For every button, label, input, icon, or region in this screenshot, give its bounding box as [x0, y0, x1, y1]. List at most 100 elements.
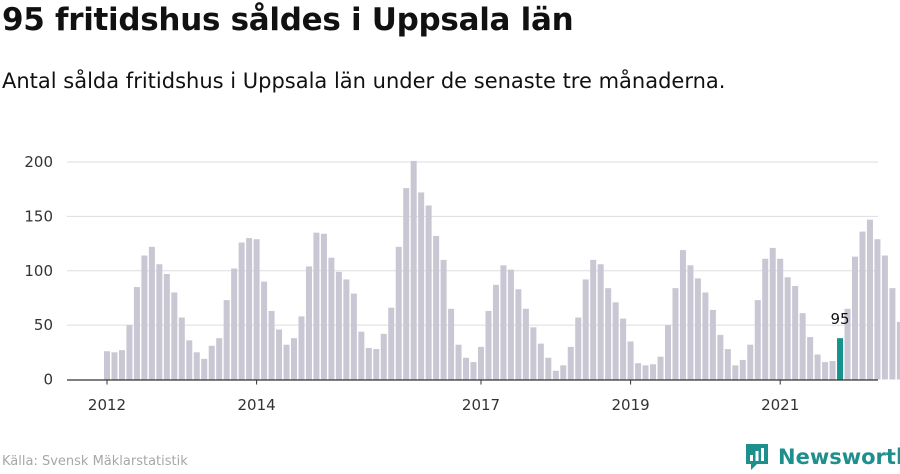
- bar: [186, 340, 193, 380]
- bar: [665, 325, 671, 380]
- brand-name: Newsworthy: [778, 445, 900, 469]
- bar-chart: 0 50 100 150 200 2012 2014 2017 2019 2021 95: [24, 153, 900, 414]
- bar: [141, 255, 148, 380]
- data-label: 95: [830, 310, 849, 328]
- bar: [126, 325, 133, 380]
- bar: [231, 268, 238, 380]
- bar: [724, 349, 731, 380]
- bar: [754, 300, 761, 380]
- bar: [238, 242, 245, 380]
- bar: [814, 354, 821, 380]
- bar: [178, 317, 185, 380]
- bar: [463, 357, 470, 380]
- bar: [799, 313, 806, 380]
- bar: [866, 219, 873, 380]
- bar: [448, 308, 455, 380]
- bar: [253, 239, 260, 380]
- bar: [358, 331, 365, 380]
- bar: [717, 334, 724, 380]
- bar: [320, 233, 327, 380]
- x-axis-ticks: 2012 2014 2017 2019 2021: [88, 379, 799, 414]
- bar: [283, 344, 290, 380]
- bar: [672, 288, 679, 380]
- bar: [246, 238, 253, 380]
- bar: [852, 256, 858, 380]
- bar: [492, 284, 499, 380]
- bar: [305, 266, 312, 380]
- bar: [762, 258, 769, 380]
- bar-highlight: [837, 338, 844, 380]
- bar: [679, 250, 686, 380]
- bar: [859, 231, 866, 380]
- bar: [148, 246, 155, 380]
- bar: [133, 287, 140, 380]
- bar: [687, 265, 694, 380]
- bar: [118, 350, 125, 380]
- bar: [193, 352, 200, 380]
- bar: [111, 352, 118, 380]
- bar: [784, 277, 791, 380]
- bar: [291, 338, 297, 380]
- bar: [388, 307, 395, 380]
- bar: [470, 362, 477, 380]
- bar: [822, 362, 829, 380]
- bar: [537, 343, 544, 380]
- data-labels: 95: [830, 310, 849, 328]
- bar: [829, 361, 836, 380]
- bar: [216, 338, 223, 380]
- bars: [104, 160, 900, 380]
- bar: [335, 271, 342, 380]
- bar: [545, 357, 552, 380]
- bar: [440, 259, 447, 380]
- bar: [425, 205, 432, 380]
- bar: [650, 364, 657, 380]
- bar: [350, 293, 357, 380]
- bar: [792, 285, 799, 380]
- bar: [500, 265, 507, 380]
- bar: [620, 318, 627, 380]
- bar: [515, 289, 522, 380]
- bar: [163, 274, 170, 380]
- bar: [694, 278, 701, 380]
- bar: [732, 365, 739, 380]
- bar: [156, 264, 163, 380]
- bar: [642, 365, 649, 380]
- bar: [276, 329, 283, 380]
- bar: [104, 351, 110, 380]
- bar: [627, 341, 634, 380]
- y-tick-label: 100: [24, 262, 53, 280]
- bar: [395, 246, 402, 380]
- bar: [343, 279, 350, 380]
- bar: [807, 337, 814, 380]
- source-note: Källa: Svensk Mäklarstatistik: [2, 454, 188, 469]
- bar: [747, 344, 754, 380]
- chart-title: 95 fritidshus såldes i Uppsala län: [2, 2, 574, 38]
- bar: [881, 255, 888, 380]
- bar: [373, 349, 380, 380]
- bar: [268, 310, 275, 380]
- bar: [597, 264, 604, 380]
- bar: [896, 321, 900, 380]
- bar: [889, 288, 896, 380]
- x-tick-label: 2014: [238, 396, 276, 414]
- bar: [590, 259, 597, 380]
- x-tick-label: 2017: [462, 396, 500, 414]
- bar: [507, 269, 514, 380]
- bar: [769, 247, 776, 380]
- bar: [844, 308, 851, 380]
- bar: [560, 365, 567, 380]
- bar: [433, 235, 440, 380]
- bar: [485, 310, 492, 380]
- y-tick-label: 200: [24, 153, 53, 171]
- bar: [328, 257, 335, 380]
- bar: [261, 281, 268, 380]
- bar: [171, 292, 178, 380]
- y-tick-label: 0: [43, 371, 53, 389]
- brand-logo[interactable]: Newsworthy: [744, 442, 900, 472]
- newsworthy-logo-icon: [746, 444, 768, 470]
- y-axis-ticks: 0 50 100 150 200: [24, 153, 53, 389]
- bar: [552, 370, 559, 380]
- bar: [777, 258, 784, 380]
- gridlines: [67, 161, 878, 326]
- bar: [657, 356, 664, 380]
